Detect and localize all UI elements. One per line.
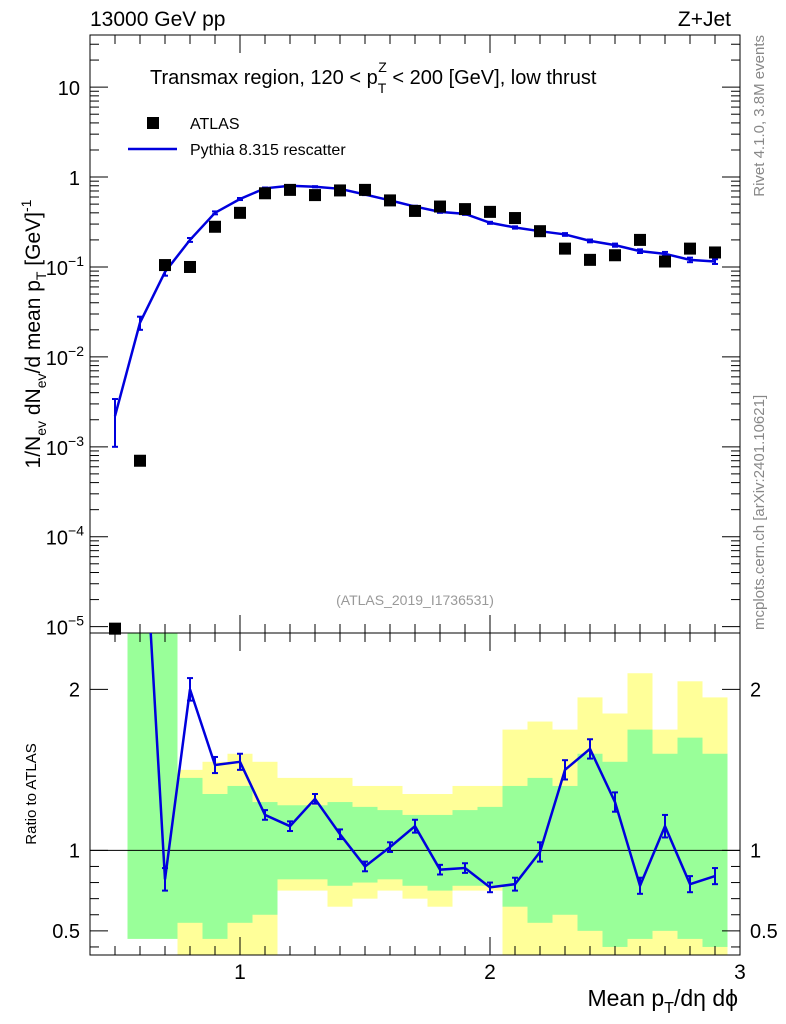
atlas-data-point [309, 189, 321, 202]
y-tick-label: 10 [58, 78, 80, 100]
ratio-y-tick-label: 0.5 [52, 921, 80, 943]
x-tick-label: 3 [734, 961, 746, 984]
atlas-data-point [559, 242, 571, 255]
plot-title: Transmax region, 120 < pTZ < 200 [GeV], … [150, 59, 597, 96]
x-axis-label: Mean pT/dη dϕ [587, 985, 738, 1017]
atlas-data-point [259, 187, 271, 200]
header-process: Z+Jet [678, 8, 731, 31]
band-inner-bin [302, 805, 328, 880]
atlas-data-point [234, 206, 246, 219]
ratio-axis-ticks [90, 633, 741, 955]
x-tick-labels: 1 2 3 [234, 961, 746, 984]
legend-mc-label: Pythia 8.315 rescatter [190, 142, 346, 159]
side-text-mcplots: mcplots.cern.ch [arXiv:2401.10621] [751, 395, 768, 630]
atlas-data-point [134, 454, 146, 467]
atlas-data-point [284, 183, 296, 196]
ratio-y-axis-label: Ratio to ATLAS [23, 743, 40, 844]
band-inner-bin [477, 806, 503, 886]
header-energy: 13000 GeV pp [90, 8, 225, 31]
ratio-y-tick-label: 2 [69, 679, 80, 701]
y-tick-label: 10−5 [46, 613, 84, 640]
atlas-data-point [509, 212, 521, 225]
ratio-y-tick-label: 1 [69, 840, 80, 862]
atlas-data-point [159, 259, 171, 272]
atlas-data-point [434, 200, 446, 213]
ratio-line [149, 633, 716, 890]
atlas-data-point [609, 249, 621, 262]
legend-atlas-label: ATLAS [190, 116, 240, 133]
ratio-y-tick-label-right: 1 [750, 840, 761, 862]
band-inner-bin [152, 633, 178, 939]
atlas-data-point [484, 205, 496, 218]
y-tick-label: 10−3 [46, 433, 84, 460]
y-tick-label: 10−4 [46, 523, 84, 550]
main-axis-ticks [90, 35, 741, 633]
x-tick-label: 1 [234, 961, 246, 984]
atlas-data-point [459, 203, 471, 216]
main-y-axis-label: 1/Nev dNev/d mean pT [GeV]-1 [18, 199, 49, 468]
atlas-data-point [109, 622, 121, 635]
band-inner-bin [602, 761, 628, 947]
y-tick-label: 10−1 [46, 253, 84, 280]
band-inner-bin [227, 785, 253, 923]
y-tick-label: 10−2 [46, 343, 84, 370]
ratio-y-tick-label-right: 2 [750, 679, 761, 701]
band-inner-bin [252, 802, 278, 915]
atlas-data-point [534, 225, 546, 238]
atlas-data-point [659, 255, 671, 268]
ratio-uncertainty-bands [127, 633, 728, 955]
atlas-series [109, 183, 721, 635]
ratio-y-tick-label-right: 0.5 [750, 921, 778, 943]
ratio-series [149, 633, 718, 895]
atlas-data-point [709, 246, 721, 259]
atlas-data-point [584, 253, 596, 266]
atlas-data-point [634, 233, 646, 246]
atlas-data-point [684, 242, 696, 255]
atlas-data-point [334, 184, 346, 197]
atlas-data-point [184, 260, 196, 273]
band-inner-bin [627, 729, 653, 939]
band-inner-bin [577, 753, 603, 931]
main-panel-frame [89, 34, 741, 634]
atlas-data-point [409, 204, 421, 217]
legend-atlas-marker [147, 117, 159, 129]
band-inner-bin [127, 633, 153, 939]
atlas-data-point [209, 220, 221, 233]
ratio-y-tick-labels: 0.5 0.5 1 1 2 2 [52, 679, 778, 943]
analysis-watermark: (ATLAS_2019_I1736531) [336, 592, 494, 608]
atlas-data-point [384, 194, 396, 207]
side-text-rivet: Rivet 4.1.0, 3.8M events [751, 35, 768, 197]
band-inner-bin [202, 794, 228, 939]
x-tick-label: 2 [484, 961, 496, 984]
main-y-tick-labels: 10−5 10−4 10−3 10−2 10−1 1 10 [46, 78, 84, 640]
y-tick-label: 1 [69, 168, 80, 190]
atlas-data-point [359, 183, 371, 196]
band-inner-bin [677, 737, 703, 939]
mc-series [112, 184, 718, 448]
ratio-series-group [149, 633, 718, 895]
mc-line [113, 184, 716, 417]
band-inner-bin [652, 753, 678, 931]
